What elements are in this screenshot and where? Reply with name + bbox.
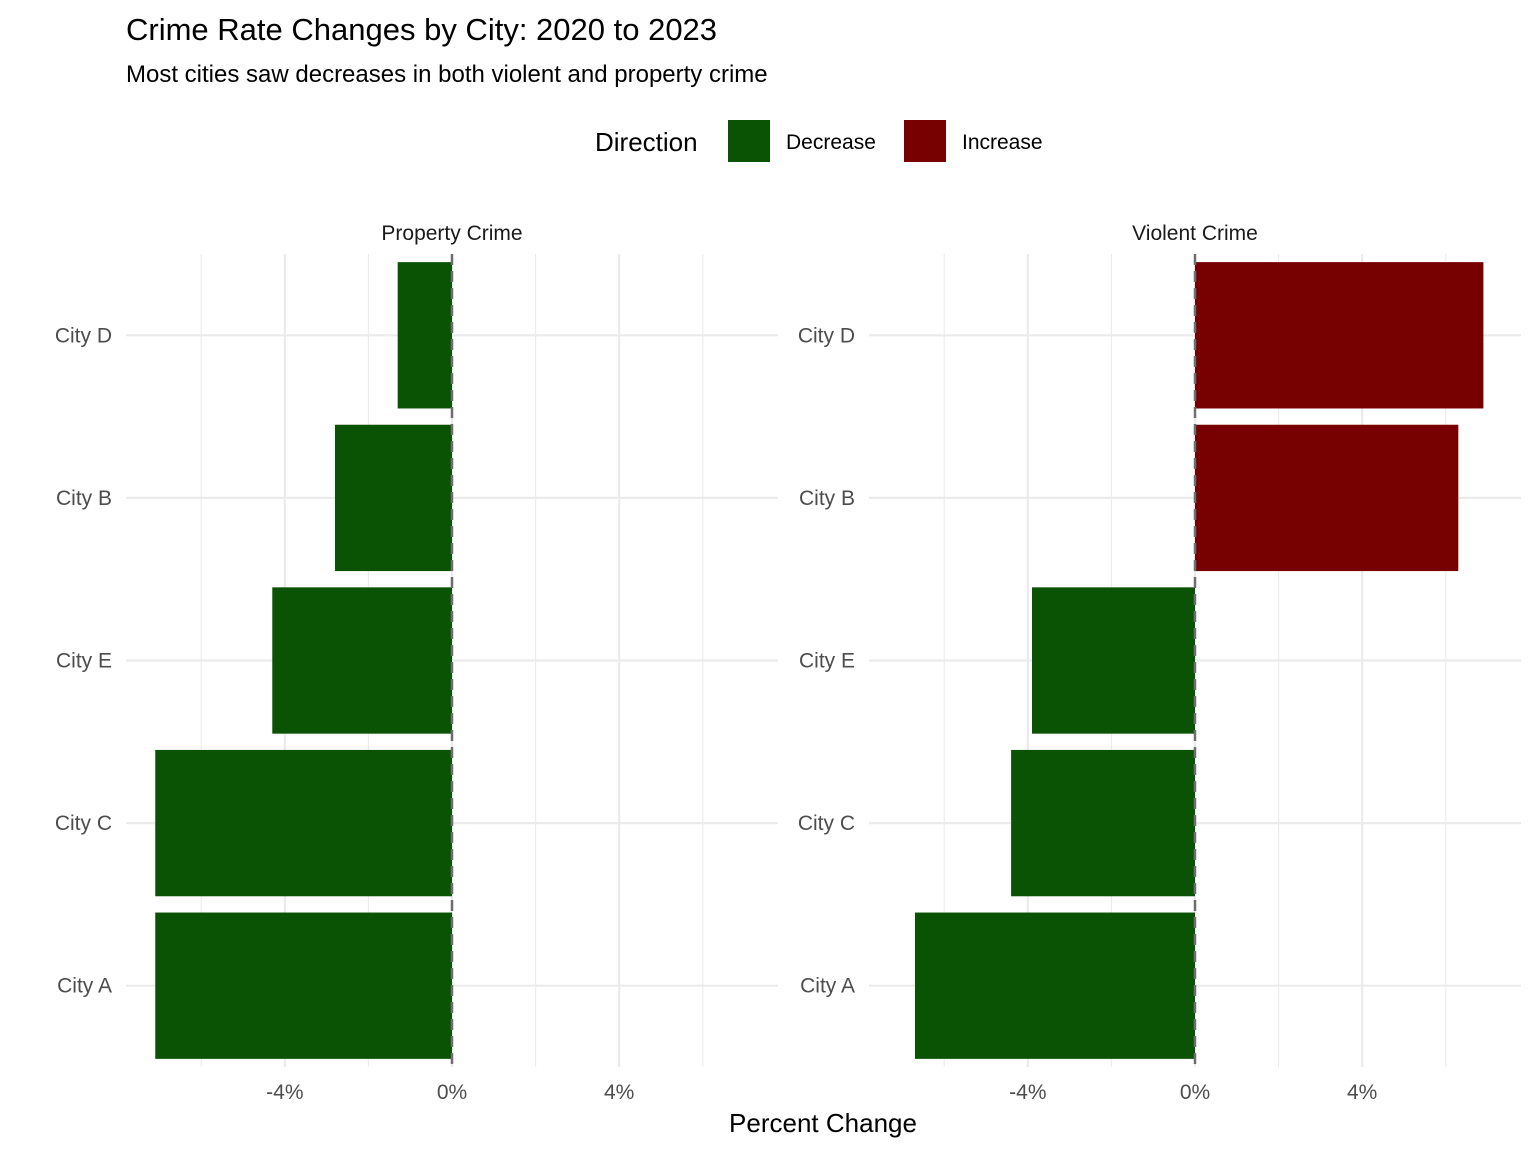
x-tick-label: -4% xyxy=(1009,1081,1046,1104)
legend-label-increase: Increase xyxy=(962,131,1043,154)
chart-title: Crime Rate Changes by City: 2020 to 2023 xyxy=(126,12,717,47)
y-tick-label: City C xyxy=(798,812,855,835)
x-tick-label: 0% xyxy=(437,1081,467,1104)
y-tick-label: City A xyxy=(800,975,855,998)
x-tick-label: -4% xyxy=(266,1081,303,1104)
bar-violent-crime-city-e xyxy=(1032,587,1195,734)
chart-subtitle: Most cities saw decreases in both violen… xyxy=(126,61,768,88)
y-tick-label: City D xyxy=(55,324,112,347)
legend-swatch-increase xyxy=(904,120,946,162)
bar-property-crime-city-d xyxy=(397,262,452,409)
y-tick-label: City E xyxy=(799,650,855,673)
bar-violent-crime-city-a xyxy=(914,912,1195,1059)
y-tick-label: City A xyxy=(57,975,112,998)
panel-title-violent-crime: Violent Crime xyxy=(1132,222,1258,245)
x-tick-label: 4% xyxy=(604,1081,634,1104)
bar-violent-crime-city-c xyxy=(1011,749,1195,897)
legend: Direction Decrease Increase xyxy=(595,120,1043,162)
bar-property-crime-city-c xyxy=(155,749,452,897)
legend-swatch-decrease xyxy=(728,120,770,162)
y-tick-label: City B xyxy=(56,487,112,510)
panel-violent-crime: City A City C City E City B City D -4% 0% 4% xyxy=(798,254,1521,1104)
y-tick-label: City B xyxy=(799,487,855,510)
legend-title: Direction xyxy=(595,127,698,157)
y-tick-label: City D xyxy=(798,324,855,347)
bar-violent-crime-city-d xyxy=(1195,262,1484,409)
bar-property-crime-city-b xyxy=(334,424,452,572)
bar-property-crime-city-a xyxy=(155,912,452,1059)
y-tick-label: City E xyxy=(56,650,112,673)
bar-property-crime-city-e xyxy=(272,587,452,734)
x-axis-title: Percent Change xyxy=(729,1108,917,1138)
panel-title-property-crime: Property Crime xyxy=(381,222,522,245)
y-tick-label: City C xyxy=(55,812,112,835)
legend-label-decrease: Decrease xyxy=(786,131,876,154)
x-tick-label: 0% xyxy=(1180,1081,1210,1104)
bar-violent-crime-city-b xyxy=(1195,424,1459,572)
panel-property-crime: City A City C City E City B City D -4% 0% 4% xyxy=(55,254,778,1104)
x-tick-label: 4% xyxy=(1347,1081,1377,1104)
